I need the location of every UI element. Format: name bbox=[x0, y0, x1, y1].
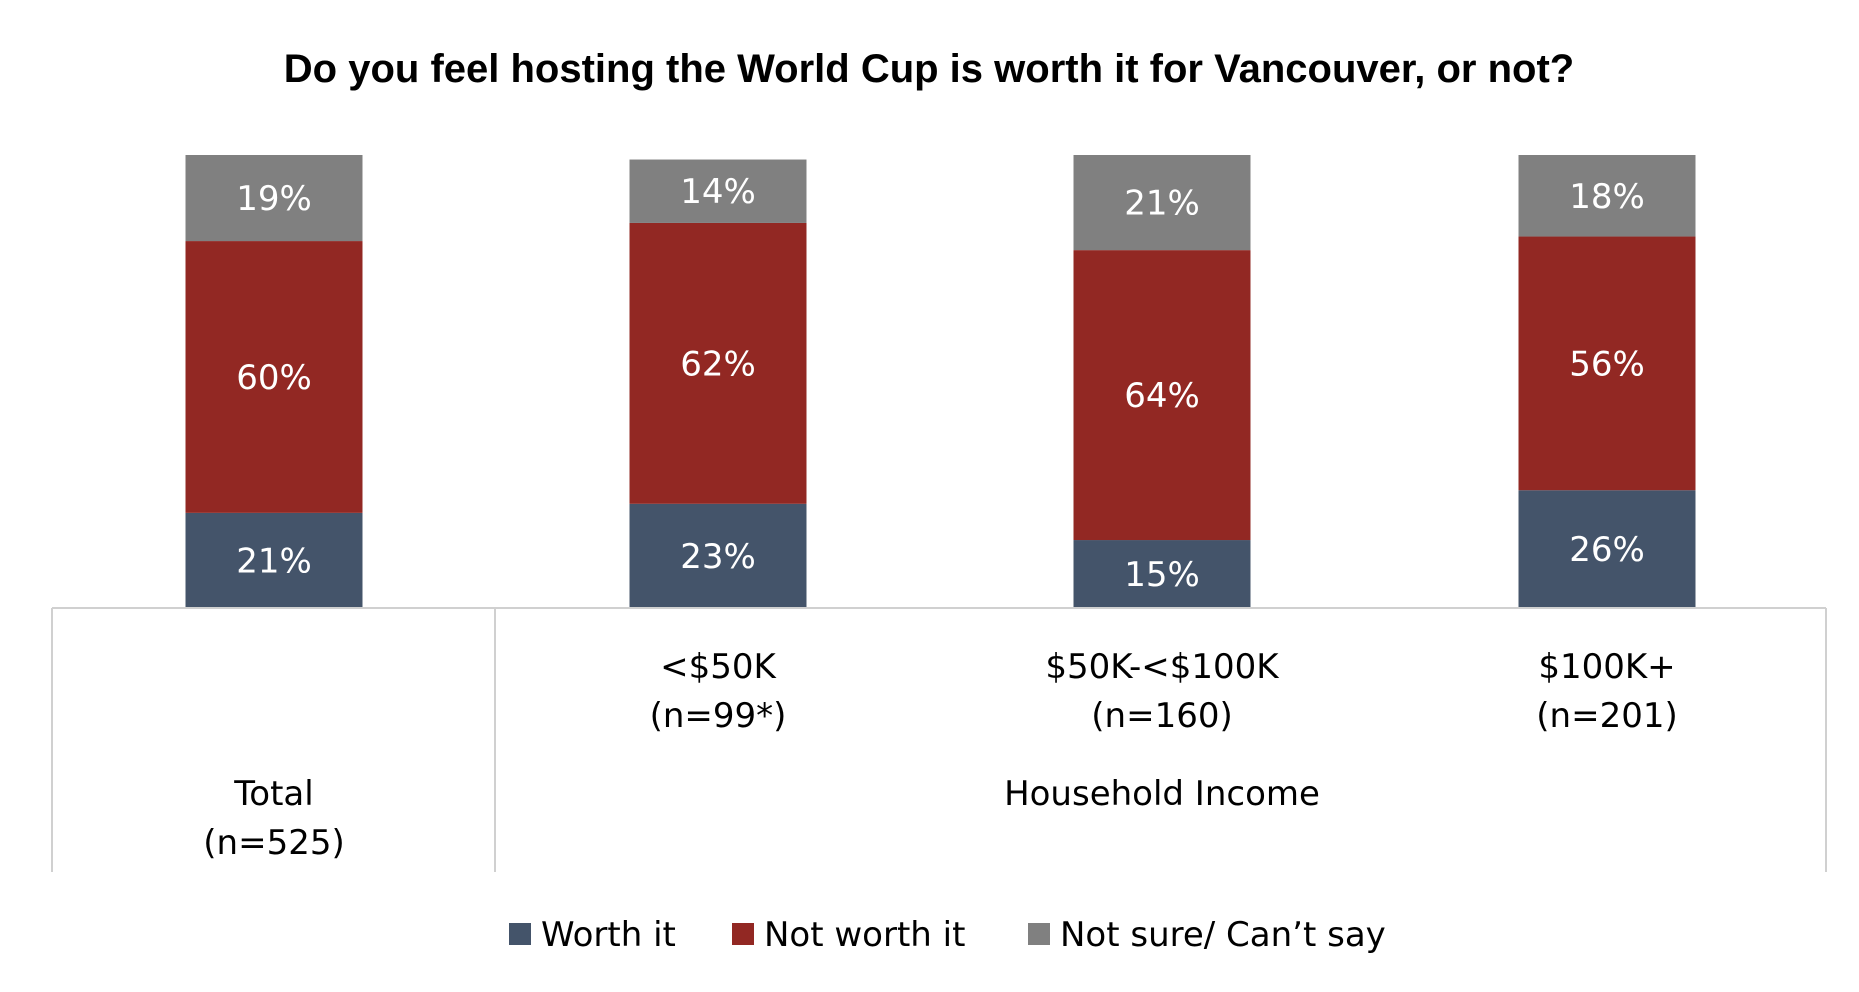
bar-segment-not-sure-can-t-say bbox=[1073, 155, 1251, 251]
legend: Worth it Not worth it Not sure/ Can’t say bbox=[509, 915, 1386, 955]
category-label: $100K+ bbox=[1538, 647, 1675, 687]
bar-segment-worth-it bbox=[1073, 540, 1251, 608]
data-label: 15% bbox=[1124, 555, 1200, 595]
legend-label-not-sure-can-t-say: Not sure/ Can’t say bbox=[1060, 915, 1386, 955]
category-label: <$50K bbox=[660, 647, 777, 687]
bar-segment-not-worth-it bbox=[1518, 236, 1696, 491]
data-label: 56% bbox=[1569, 344, 1645, 384]
group-label: Household Income bbox=[1004, 774, 1320, 814]
bar-segment-not-sure-can-t-say bbox=[185, 155, 363, 242]
group-label: Total bbox=[233, 774, 313, 814]
bar-segment-not-worth-it bbox=[1073, 250, 1251, 541]
group-sample-size: (n=525) bbox=[203, 823, 344, 863]
data-label: 19% bbox=[236, 179, 312, 219]
data-label: 60% bbox=[236, 358, 312, 398]
bar-segment-not-sure-can-t-say bbox=[629, 159, 807, 223]
data-label: 64% bbox=[1124, 376, 1200, 416]
bar-segment-worth-it bbox=[629, 503, 807, 608]
legend-swatch-worth-it bbox=[509, 923, 531, 945]
data-label: 23% bbox=[680, 537, 756, 577]
legend-swatch-not-sure-can-t-say bbox=[1028, 923, 1050, 945]
legend-label-not-worth-it: Not worth it bbox=[764, 915, 965, 955]
data-label: 21% bbox=[1124, 184, 1200, 224]
bar-segment-not-worth-it bbox=[629, 222, 807, 504]
category-labels: <$50K (n=99*) $50K-<$100K (n=160) $100K+ (n=2… bbox=[650, 647, 1678, 736]
category-axis bbox=[51, 607, 1827, 872]
bars-group: 21% 60% 19% 23% 62% 14% 15% 64% 21% 26% 56% 18% bbox=[185, 155, 1696, 608]
data-label: 26% bbox=[1569, 530, 1645, 570]
category-sample-size: (n=99*) bbox=[650, 696, 787, 736]
bar-segment-not-worth-it bbox=[185, 241, 363, 513]
data-label: 62% bbox=[680, 344, 756, 384]
bar-segment-worth-it bbox=[185, 512, 363, 608]
category-label: $50K-<$100K bbox=[1045, 647, 1280, 687]
data-label: 18% bbox=[1569, 177, 1645, 217]
bar-segment-not-sure-can-t-say bbox=[1518, 155, 1696, 237]
group-labels: Total (n=525) Household Income bbox=[203, 774, 1320, 863]
data-label: 14% bbox=[680, 172, 756, 212]
bar-segment-worth-it bbox=[1518, 490, 1696, 608]
category-sample-size: (n=201) bbox=[1536, 696, 1677, 736]
chart-title: Do you feel hosting the World Cup is wor… bbox=[284, 47, 1574, 91]
legend-swatch-not-worth-it bbox=[732, 923, 754, 945]
legend-label-worth-it: Worth it bbox=[541, 915, 676, 955]
data-label: 21% bbox=[236, 541, 312, 581]
category-sample-size: (n=160) bbox=[1091, 696, 1232, 736]
